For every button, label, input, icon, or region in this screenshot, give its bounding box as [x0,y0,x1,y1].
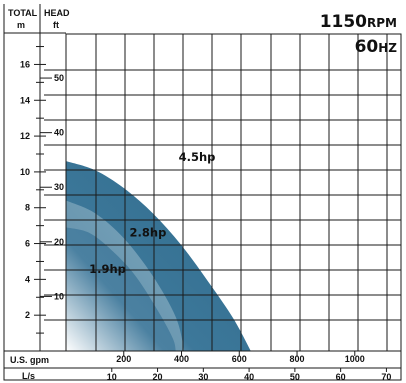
header-head: HEAD [44,8,70,18]
tick-label-gpm: 1000 [345,354,365,364]
curve-areas [66,161,251,351]
header-total: TOTAL [8,8,38,18]
header-ft: ft [53,20,59,30]
rpm-unit: RPM [367,16,397,30]
tick-label-ls: 30 [198,372,208,382]
tick-label-ft: 50 [54,73,64,83]
tick-label-gpm: 800 [290,354,305,364]
curve-label-1-9hp: 1.9hp [89,262,126,276]
tick-label-ls: 20 [153,372,163,382]
header-m: m [17,20,25,30]
chart-grid [44,34,401,351]
tick-label-gpm: 400 [174,354,189,364]
tick-label-ls: 60 [336,372,346,382]
axis-ticks: 2 4 6 8 10 12 14 16 10 20 30 40 50 200 400 600 800 1000 10… [20,46,391,382]
hz-value: 60 [355,37,379,57]
rpm-label: 1150RPM [320,12,397,32]
ls-axis-label: L/s [22,371,35,381]
tick-label-ft: 20 [54,237,64,247]
tick-label-ft: 40 [54,128,64,138]
tick-label-ft: 30 [54,182,64,192]
tick-label-m: 10 [20,167,30,177]
tick-label-m: 16 [20,59,30,69]
tick-label-m: 14 [20,95,30,105]
tick-label-ls: 10 [107,372,117,382]
tick-label-m: 6 [25,239,30,249]
hz-unit: HZ [378,41,397,55]
gpm-axis-label: U.S. gpm [10,355,49,365]
bottom-axis-frame [3,350,402,381]
tick-label-ls: 50 [290,372,300,382]
tick-label-m: 12 [20,131,30,141]
tick-label-ft: 10 [54,291,64,301]
tick-label-gpm: 200 [116,354,131,364]
rpm-value: 1150 [320,12,367,32]
hz-label: 60HZ [355,37,398,57]
tick-label-ls: 40 [244,372,254,382]
curve-labels: 4.5hp 2.8hp 1.9hp [89,150,215,276]
curve-label-4-5hp: 4.5hp [179,150,216,164]
tick-label-m: 8 [25,203,30,213]
tick-label-m: 2 [25,310,30,320]
tick-label-gpm: 600 [232,354,247,364]
curve-label-2-8hp: 2.8hp [130,226,167,240]
tick-label-ls: 70 [381,372,391,382]
tick-label-m: 4 [25,274,30,284]
